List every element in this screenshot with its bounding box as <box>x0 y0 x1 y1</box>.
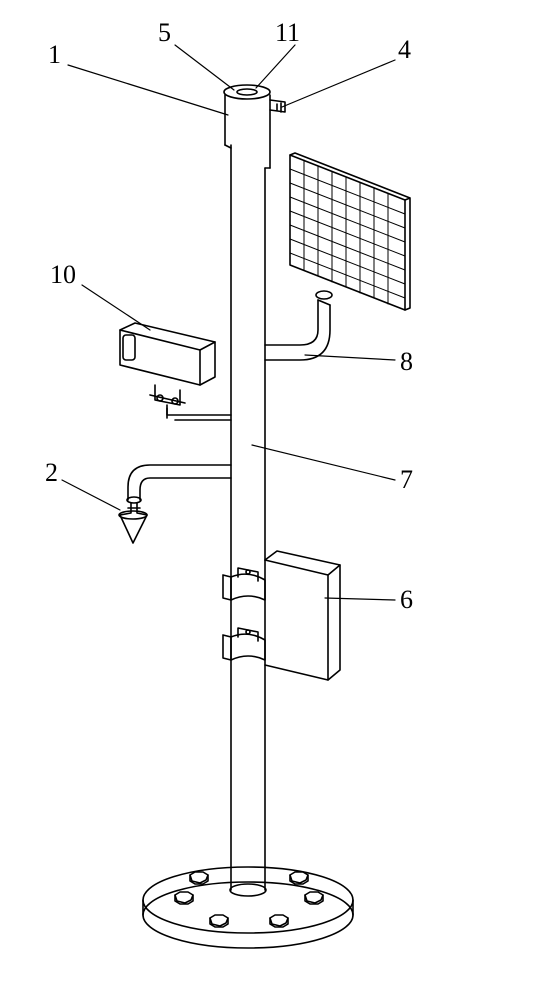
leader-lines <box>62 45 395 600</box>
bolt-1 <box>175 892 193 904</box>
solar-panel <box>290 153 410 310</box>
solar-panel-arm <box>265 291 332 360</box>
diagram-svg <box>0 0 539 1000</box>
bolt-5 <box>290 872 308 884</box>
base-flange-bottom <box>143 882 353 948</box>
sensor-arm <box>119 465 231 543</box>
bolt-3 <box>270 915 288 927</box>
clamp-lower <box>223 628 265 660</box>
clamp-upper <box>223 568 265 600</box>
camera <box>120 323 231 420</box>
bolt-4 <box>305 892 323 904</box>
bolt-2 <box>210 915 228 927</box>
bolt-6 <box>190 872 208 884</box>
control-box <box>265 551 340 680</box>
top-bracket <box>270 100 285 112</box>
